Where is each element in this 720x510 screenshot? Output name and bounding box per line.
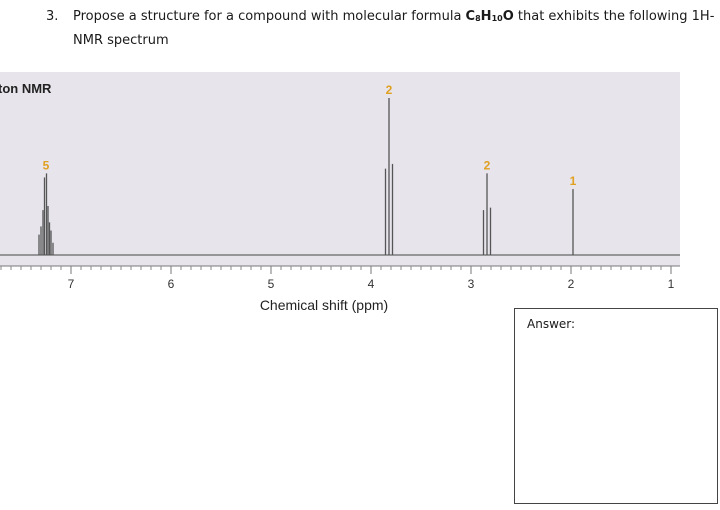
formula-o: O — [502, 9, 514, 24]
answer-box[interactable]: Answer: — [514, 308, 718, 504]
svg-text:7: 7 — [68, 277, 75, 291]
question-text-before: Propose a structure for a compound with … — [73, 9, 466, 24]
svg-text:1: 1 — [570, 174, 577, 188]
question-number: 3. — [46, 9, 59, 24]
svg-text:3: 3 — [468, 277, 475, 291]
x-axis-ticks: 7 6 5 4 3 2 1 — [0, 266, 675, 291]
svg-text:6: 6 — [168, 277, 175, 291]
svg-text:2: 2 — [386, 83, 393, 97]
svg-text:5: 5 — [268, 277, 275, 291]
svg-text:4: 4 — [368, 277, 375, 291]
svg-text:2: 2 — [484, 158, 491, 172]
formula-h-sub: 10 — [491, 14, 503, 23]
x-axis-label: Chemical shift (ppm) — [260, 297, 388, 313]
svg-text:2: 2 — [568, 277, 575, 291]
integration-labels: 5 2 2 1 — [43, 83, 577, 188]
svg-text:5: 5 — [43, 158, 50, 172]
chart-title: ton NMR — [0, 81, 52, 96]
question-text: Propose a structure for a compound with … — [73, 6, 718, 52]
svg-text:1: 1 — [668, 277, 675, 291]
spectrum-panel — [0, 72, 680, 266]
formula-c-sub: 8 — [475, 14, 481, 23]
question-text-after: that exhibits the following 1H-NMR spect… — [73, 9, 715, 48]
nmr-spectrum-chart: ton NMR 5 2 2 1 7 6 5 4 3 2 1 Chemical shift (ppm… — [0, 72, 680, 313]
molecular-formula: C8H10O — [466, 9, 514, 24]
formula-h: H — [480, 9, 492, 24]
answer-label: Answer: — [527, 317, 576, 331]
formula-c: C — [465, 9, 476, 24]
spectrum-trace — [0, 98, 680, 256]
